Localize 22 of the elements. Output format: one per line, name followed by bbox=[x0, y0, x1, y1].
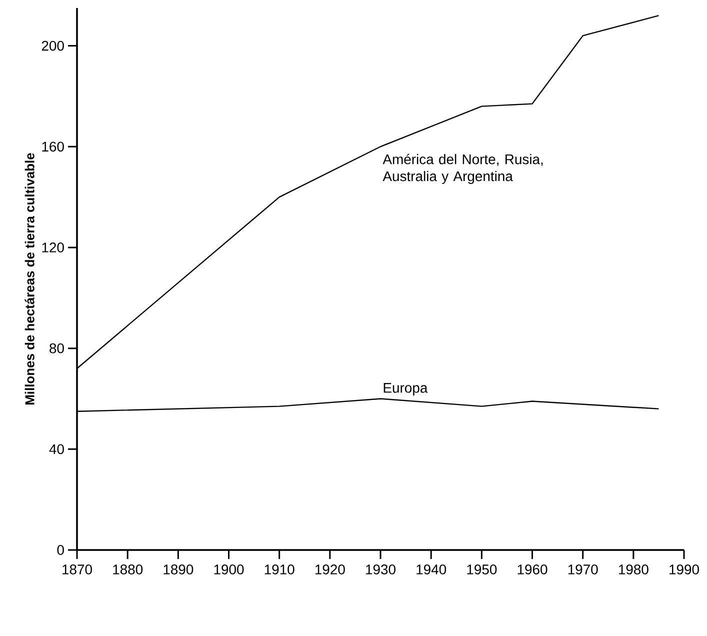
x-tick-label: 1900 bbox=[214, 564, 244, 574]
y-tick-label: 80 bbox=[50, 343, 64, 354]
x-tick-label: 1870 bbox=[62, 564, 92, 574]
x-tick-label: 1890 bbox=[164, 564, 194, 574]
x-tick-label: 1980 bbox=[618, 564, 648, 574]
y-tick-label: 120 bbox=[42, 242, 64, 252]
series-label: América del Norte, Rusia, Australia y Argentina bbox=[382, 154, 543, 184]
x-tick-label: 1940 bbox=[416, 564, 446, 574]
x-tick-label: 1920 bbox=[315, 564, 345, 574]
y-tick-label: 0 bbox=[57, 545, 64, 555]
y-tick-label: 40 bbox=[49, 444, 64, 454]
y-axis-title: Millones de hectáreas de tierra cultivable bbox=[24, 153, 34, 404]
y-tick-label: 200 bbox=[42, 40, 64, 51]
x-tick-label: 1880 bbox=[113, 564, 143, 574]
x-tick-label: 1960 bbox=[518, 564, 548, 574]
x-tick-label: 1990 bbox=[670, 564, 699, 574]
x-tick-label: 1970 bbox=[568, 564, 598, 574]
y-tick-label: 160 bbox=[42, 142, 64, 152]
x-tick-label: 1930 bbox=[366, 564, 396, 574]
x-tick-label: 1950 bbox=[467, 564, 497, 574]
x-tick-label: 1910 bbox=[264, 564, 294, 574]
series-label: Europa bbox=[384, 383, 428, 396]
